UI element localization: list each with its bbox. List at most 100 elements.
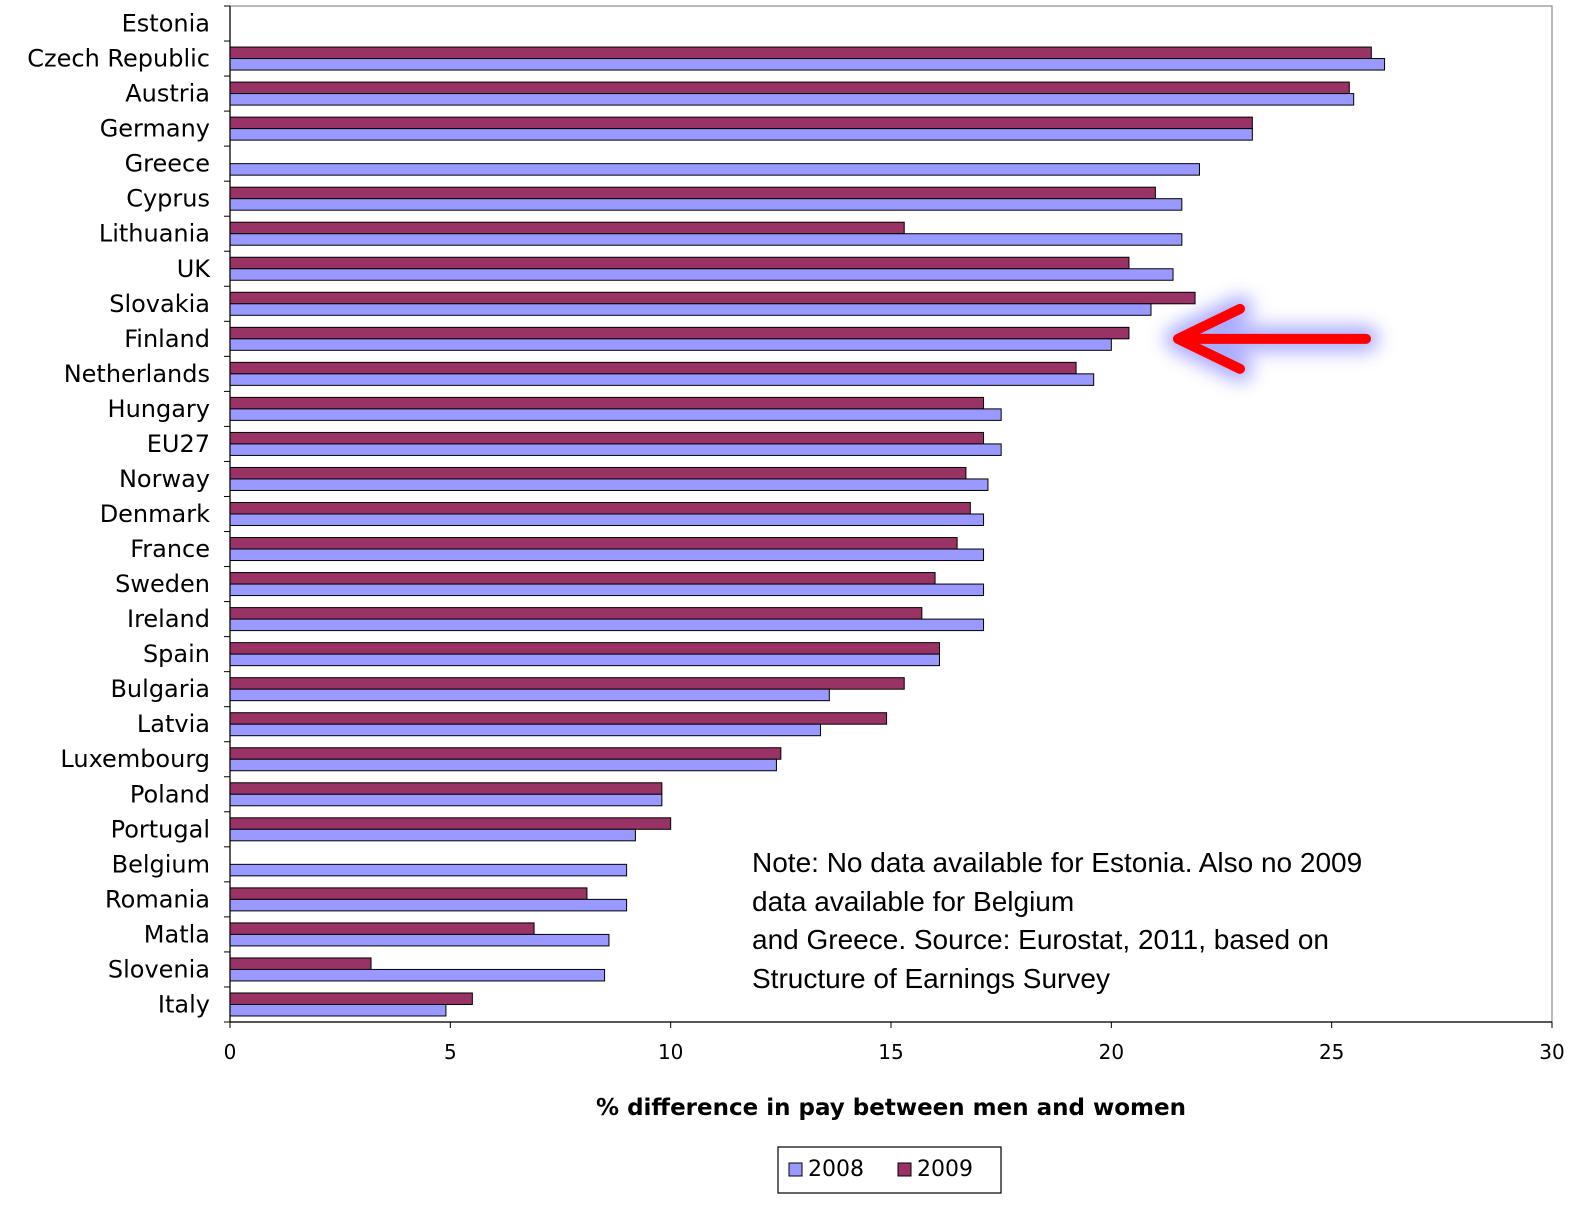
bar-2009-lithuania bbox=[229, 221, 905, 235]
bar-2009-hungary bbox=[229, 396, 985, 410]
bar-2008-uk bbox=[229, 268, 1174, 281]
category-label-italy: Italy bbox=[158, 990, 210, 1018]
note-line-4: Structure of Earnings Survey bbox=[752, 962, 1110, 994]
bar-2009-romania bbox=[229, 887, 588, 900]
category-label-germany: Germany bbox=[100, 115, 210, 143]
bar-2009-slovakia bbox=[229, 291, 1196, 305]
category-label-hungary: Hungary bbox=[108, 395, 210, 423]
bar-2009-denmark bbox=[229, 502, 971, 515]
bar-2008-hungary bbox=[229, 408, 1002, 421]
bar-2008-france bbox=[229, 548, 985, 562]
bar-2009-matla bbox=[229, 922, 535, 935]
bar-2008-norway bbox=[229, 478, 989, 491]
bar-2009-czech-republic bbox=[229, 46, 1372, 60]
bar-2009-spain bbox=[229, 642, 940, 655]
category-label-austria: Austria bbox=[125, 80, 210, 108]
bar-2008-portugal bbox=[229, 828, 636, 842]
bar-2008-finland bbox=[229, 338, 1112, 351]
category-label-slovenia: Slovenia bbox=[108, 955, 210, 983]
bar-2009-ireland bbox=[229, 607, 923, 620]
bar-2008-romania bbox=[229, 898, 628, 912]
bar-2009-uk bbox=[229, 256, 1130, 270]
category-label-luxembourg: Luxembourg bbox=[60, 745, 210, 773]
legend-label-2008: 2008 bbox=[808, 1157, 864, 1182]
legend-label-2009: 2009 bbox=[917, 1157, 973, 1182]
category-label-finland: Finland bbox=[124, 325, 210, 353]
bar-2008-spain bbox=[229, 653, 940, 667]
category-label-romania: Romania bbox=[105, 885, 210, 913]
category-label-cyprus: Cyprus bbox=[126, 185, 210, 213]
bar-2008-eu27 bbox=[229, 443, 1002, 456]
bar-2009-italy bbox=[229, 992, 473, 1005]
note-line-2: data available for Belgium bbox=[752, 885, 1075, 917]
bar-2009-slovenia bbox=[229, 957, 372, 970]
category-label-slovakia: Slovakia bbox=[109, 290, 210, 318]
category-label-eu27: EU27 bbox=[147, 430, 210, 458]
category-label-spain: Spain bbox=[143, 640, 210, 668]
bar-2008-latvia bbox=[229, 723, 821, 737]
category-label-bulgaria: Bulgaria bbox=[110, 675, 210, 703]
bar-2008-lithuania bbox=[229, 233, 1183, 246]
bar-2008-germany bbox=[229, 128, 1253, 141]
bar-2009-france bbox=[229, 537, 958, 550]
bar-2008-slovakia bbox=[229, 303, 1152, 316]
category-label-latvia: Latvia bbox=[137, 710, 210, 738]
chart-note: Note: No data available for Estonia. Als… bbox=[752, 844, 1472, 998]
category-label-czech-republic: Czech Republic bbox=[27, 45, 210, 73]
bar-2008-austria bbox=[229, 93, 1355, 106]
bar-2008-sweden bbox=[229, 583, 985, 597]
bar-2008-slovenia bbox=[229, 968, 606, 982]
bar-2009-germany bbox=[229, 116, 1253, 130]
bar-2009-sweden bbox=[229, 572, 936, 585]
category-label-norway: Norway bbox=[119, 465, 210, 493]
bar-2009-luxembourg bbox=[229, 747, 782, 760]
red-arrow-icon bbox=[1173, 303, 1371, 374]
bar-2008-matla bbox=[229, 933, 610, 947]
x-tick-label: 5 bbox=[444, 1040, 457, 1064]
bar-2008-poland bbox=[229, 793, 663, 807]
x-tick-label: 0 bbox=[224, 1040, 237, 1064]
legend-swatch-2008 bbox=[788, 1162, 803, 1177]
bar-2009-cyprus bbox=[229, 186, 1156, 200]
x-tick-label: 10 bbox=[658, 1040, 683, 1064]
category-label-matla: Matla bbox=[144, 920, 210, 948]
bar-2008-italy bbox=[229, 1003, 447, 1017]
category-label-netherlands: Netherlands bbox=[64, 360, 210, 388]
legend-swatch-2009 bbox=[897, 1162, 912, 1177]
category-label-uk: UK bbox=[177, 255, 212, 283]
bar-2008-denmark bbox=[229, 513, 985, 526]
category-label-estonia: Estonia bbox=[122, 10, 210, 38]
bar-2009-norway bbox=[229, 466, 967, 480]
bar-2008-netherlands bbox=[229, 373, 1095, 386]
category-label-portugal: Portugal bbox=[111, 815, 210, 843]
bar-2008-belgium bbox=[229, 863, 628, 877]
bar-2008-luxembourg bbox=[229, 758, 777, 772]
x-tick-label: 15 bbox=[878, 1040, 903, 1064]
x-axis-title: % difference in pay between men and wome… bbox=[596, 1095, 1186, 1121]
category-label-poland: Poland bbox=[130, 780, 210, 808]
bar-2009-poland bbox=[229, 782, 663, 795]
category-label-france: France bbox=[130, 535, 210, 563]
category-label-greece: Greece bbox=[125, 150, 210, 178]
bar-2009-netherlands bbox=[229, 361, 1077, 375]
bar-2009-austria bbox=[229, 81, 1350, 95]
bar-2008-cyprus bbox=[229, 198, 1183, 211]
category-label-lithuania: Lithuania bbox=[99, 220, 210, 248]
category-label-belgium: Belgium bbox=[112, 850, 210, 878]
bar-2009-latvia bbox=[229, 712, 888, 725]
legend-box bbox=[777, 1146, 1002, 1194]
bar-2008-ireland bbox=[229, 618, 985, 632]
bar-2008-greece bbox=[229, 163, 1200, 176]
category-label-denmark: Denmark bbox=[100, 500, 210, 528]
note-line-3: and Greece. Source: Eurostat, 2011, base… bbox=[752, 924, 1329, 955]
x-tick-label: 25 bbox=[1319, 1040, 1344, 1064]
bar-2009-portugal bbox=[229, 817, 672, 830]
note-line-1: Note: No data available for Estonia. Als… bbox=[752, 847, 1363, 878]
bar-2009-finland bbox=[229, 326, 1130, 340]
bar-2008-czech-republic bbox=[229, 58, 1386, 71]
bar-2009-bulgaria bbox=[229, 677, 905, 690]
category-label-sweden: Sweden bbox=[115, 570, 210, 598]
x-tick-label: 20 bbox=[1099, 1040, 1124, 1064]
